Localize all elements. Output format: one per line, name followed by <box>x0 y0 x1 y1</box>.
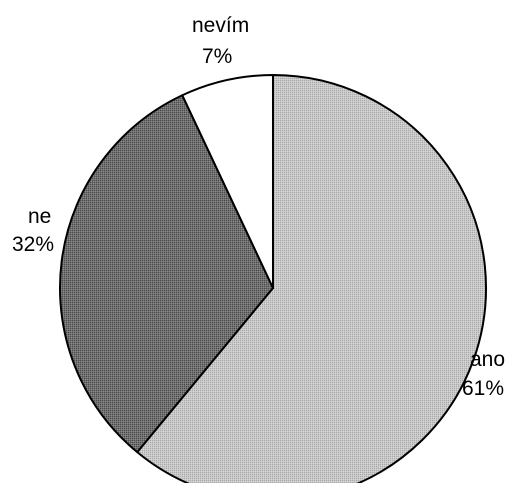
pie-slice-ne <box>59 94 274 454</box>
slice-label-nevim: nevím <box>192 14 249 37</box>
slice-percent-ano: 61% <box>462 377 504 400</box>
slice-label-ano: ano <box>470 348 505 371</box>
slice-label-ne: ne <box>28 205 51 228</box>
slice-percent-nevim: 7% <box>202 45 232 68</box>
pie-slice-ano <box>136 74 487 483</box>
pie-slice-nevim <box>181 74 274 289</box>
slice-percent-ne: 32% <box>12 233 54 256</box>
